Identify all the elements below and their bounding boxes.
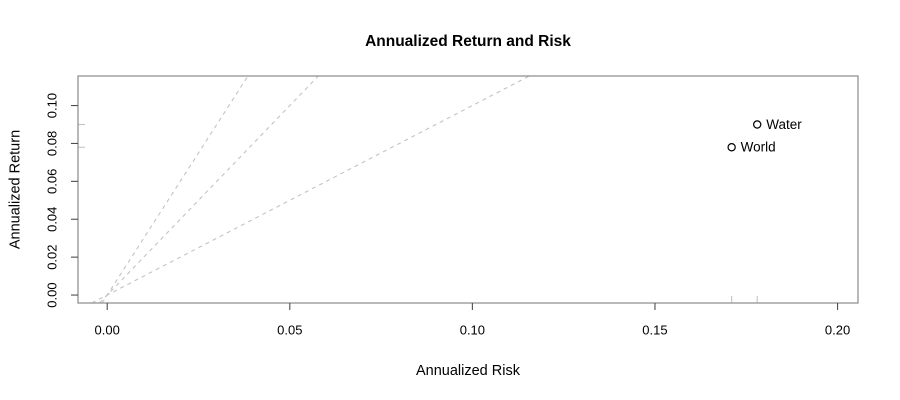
x-axis-title: Annualized Risk bbox=[416, 363, 520, 379]
y-tick-label: 0.08 bbox=[45, 131, 60, 156]
data-point bbox=[753, 120, 762, 129]
sharpe-ratio-3-line bbox=[101, 75, 249, 304]
x-tick-label: 0.20 bbox=[825, 323, 850, 338]
x-tick-label: 0.00 bbox=[95, 323, 120, 338]
plot-frame bbox=[77, 75, 859, 304]
x-tick-label: 0.15 bbox=[642, 323, 667, 338]
sharpe-ratio-2-line bbox=[99, 75, 319, 304]
y-tick-label: 0.00 bbox=[45, 282, 60, 307]
y-tick-label: 0.02 bbox=[45, 244, 60, 269]
chart-title: Annualized Return and Risk bbox=[365, 33, 571, 50]
sharpe-ratio-1-line bbox=[91, 75, 530, 304]
data-point bbox=[727, 143, 736, 152]
x-tick-label: 0.10 bbox=[460, 323, 485, 338]
y-tick-label: 0.06 bbox=[45, 169, 60, 194]
y-tick-label: 0.04 bbox=[45, 207, 60, 232]
y-tick-label: 0.10 bbox=[45, 93, 60, 118]
point-label: Water bbox=[766, 117, 802, 132]
point-label: World bbox=[741, 140, 776, 155]
x-tick-label: 0.05 bbox=[277, 323, 302, 338]
